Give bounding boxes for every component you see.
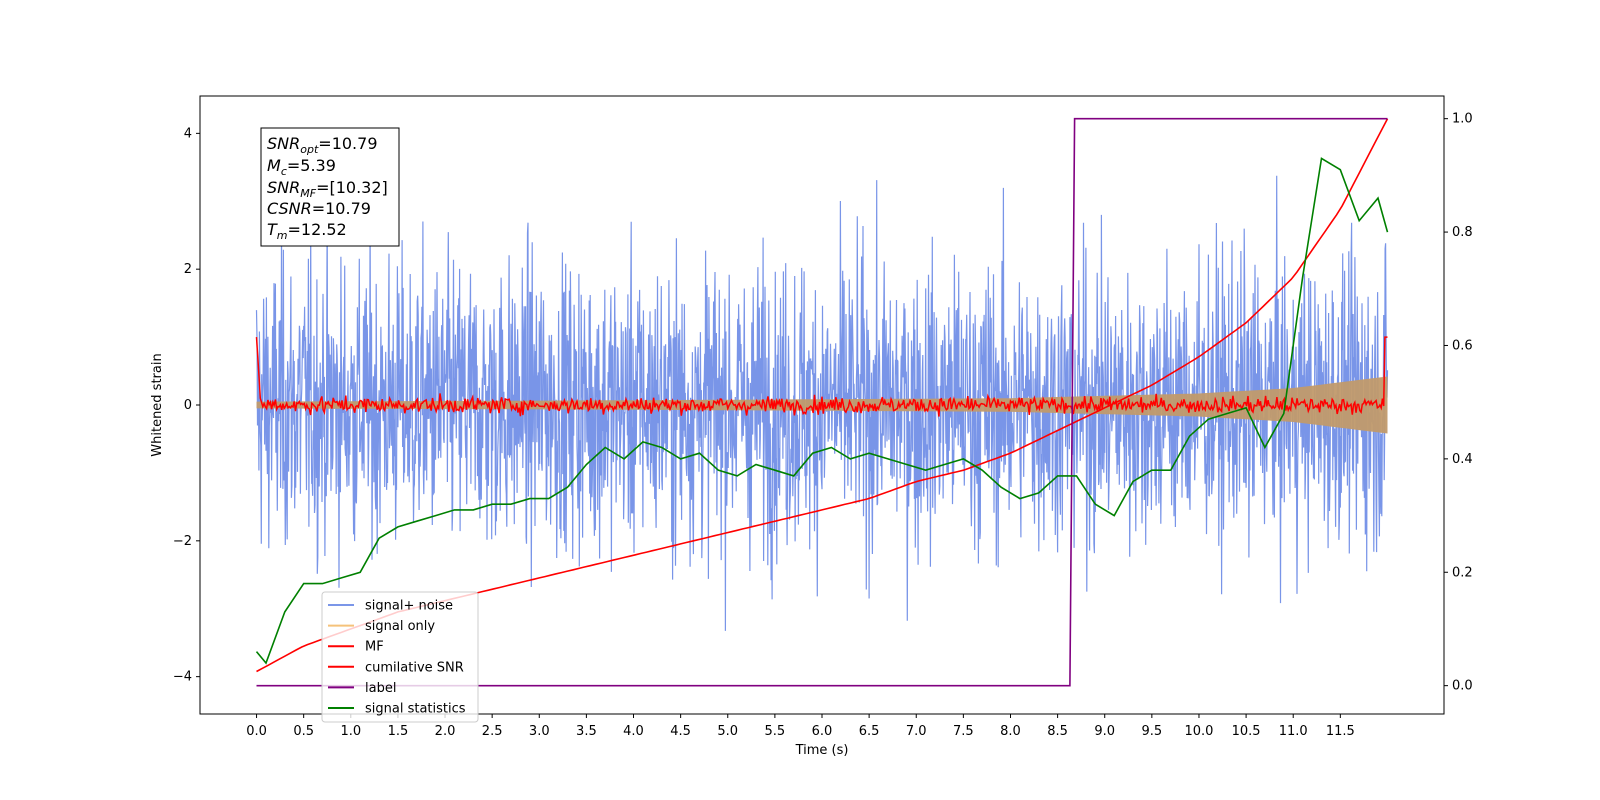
x-tick-label: 4.0 (623, 724, 644, 739)
legend-label: signal only (365, 619, 435, 634)
legend-label: signal statistics (365, 702, 466, 717)
info-tm: Tm=12.52 (267, 220, 347, 242)
info-box: SNRopt=10.79 Mc=5.39 SNRMF=[10.32] CSNR=… (260, 127, 400, 247)
x-tick-label: 8.0 (1000, 724, 1021, 739)
legend: signal+ noise signal only MF cumilative SNR… (321, 591, 479, 723)
legend-label: label (365, 681, 396, 696)
x-tick-label: 1.5 (388, 724, 409, 739)
x-tick-label: 5.5 (765, 724, 786, 739)
x-tick-label: 9.5 (1142, 724, 1163, 739)
x-tick-label: 6.0 (812, 724, 833, 739)
x-axis: 0.0 0.5 1.0 1.5 2.0 2.5 3.0 3.5 4.0 4.5 5.0 5.5 6.0 6… (246, 714, 1355, 739)
series-mf (255, 336, 1388, 417)
series-signal-statistics (255, 157, 1389, 665)
y2-tick-label: 0.4 (1452, 452, 1473, 467)
series-label (256, 117, 1388, 687)
info-csnr: CSNR=10.79 (267, 199, 371, 218)
y-tick-label: 4 (184, 126, 192, 141)
x-tick-label: 7.5 (953, 724, 974, 739)
series-signal-noise (255, 175, 1389, 631)
x-tick-label: 10.5 (1232, 724, 1261, 739)
legend-label: signal+ noise (365, 599, 453, 614)
legend-frame (321, 591, 479, 723)
x-tick-label: 10.0 (1184, 724, 1213, 739)
legend-label: MF (365, 640, 384, 655)
x-tick-label: 5.0 (717, 724, 738, 739)
x-tick-label: 2.0 (435, 724, 456, 739)
legend-label: cumilative SNR (365, 660, 464, 675)
x-tick-label: 6.5 (859, 724, 880, 739)
x-tick-label: 1.0 (340, 724, 361, 739)
x-tick-label: 11.5 (1326, 724, 1355, 739)
x-tick-label: 2.5 (482, 724, 503, 739)
y2-tick-label: 0.0 (1452, 679, 1473, 694)
y-tick-label: 0 (184, 398, 192, 413)
y2-tick-label: 0.8 (1452, 225, 1473, 240)
y-tick-label: −2 (173, 534, 192, 549)
x-tick-label: 3.0 (529, 724, 550, 739)
x-tick-label: 0.5 (293, 724, 314, 739)
y-tick-label: 2 (184, 262, 192, 277)
y-axis-left: 4 2 0 −2 −4 (173, 126, 200, 685)
y2-tick-label: 0.6 (1452, 338, 1473, 353)
x-tick-label: 0.0 (246, 724, 267, 739)
x-tick-label: 11.0 (1279, 724, 1308, 739)
x-tick-label: 4.5 (670, 724, 691, 739)
x-tick-label: 3.5 (576, 724, 597, 739)
y-axis-label: Whitened strain (150, 353, 165, 456)
y-axis-right: 0.0 0.2 0.4 0.6 0.8 1.0 (1444, 112, 1473, 694)
info-mc: Mc=5.39 (267, 156, 336, 178)
info-snr-opt: SNRopt=10.79 (267, 134, 378, 156)
y2-tick-label: 0.2 (1452, 565, 1473, 580)
x-tick-label: 9.0 (1094, 724, 1115, 739)
x-axis-label: Time (s) (795, 743, 849, 758)
x-tick-label: 7.0 (906, 724, 927, 739)
x-tick-label: 8.5 (1047, 724, 1068, 739)
info-snr-mf: SNRMF=[10.32] (267, 178, 388, 200)
info-box-frame (260, 127, 400, 247)
y-tick-label: −4 (173, 670, 192, 685)
y2-tick-label: 1.0 (1452, 112, 1473, 127)
